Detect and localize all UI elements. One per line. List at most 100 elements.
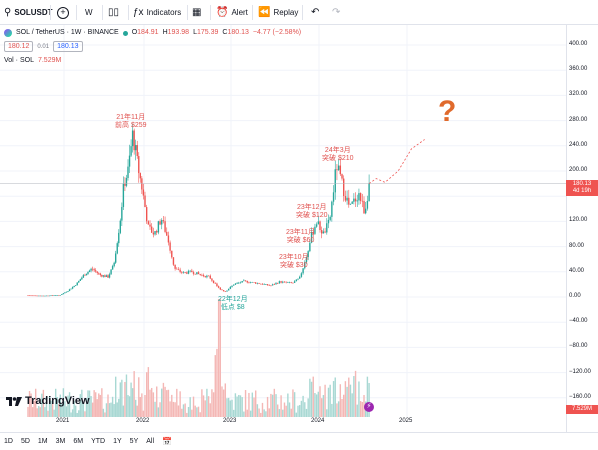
- price-chart[interactable]: [0, 25, 566, 432]
- candle-body: [59, 295, 62, 296]
- volume-bar: [74, 405, 77, 417]
- candle-body: [50, 295, 52, 296]
- candle-body: [172, 257, 175, 265]
- volume-bar: [82, 404, 85, 417]
- candle-body: [53, 295, 55, 296]
- candle-body: [122, 183, 125, 207]
- symbol-search-button[interactable]: ⚲ SOLUSDT: [4, 0, 53, 25]
- volume-bar: [221, 386, 223, 417]
- candle-body: [359, 193, 362, 201]
- candle-body: [287, 282, 289, 283]
- range-button-5y[interactable]: 5Y: [129, 438, 139, 445]
- time-axis-label: 2025: [399, 418, 413, 424]
- range-button-1m[interactable]: 1M: [37, 438, 48, 445]
- volume-bar: [94, 392, 97, 417]
- volume-bar: [110, 402, 112, 417]
- volume-bar: [217, 299, 220, 417]
- volume-bar: [105, 403, 108, 417]
- volume-bar: [98, 393, 100, 417]
- replay-label: Replay: [273, 8, 299, 17]
- volume-bar: [194, 405, 196, 417]
- volume-bar: [292, 389, 294, 417]
- bid-price[interactable]: 180.12: [4, 41, 34, 52]
- grid-icon: ▦: [192, 6, 202, 18]
- candle-body: [39, 295, 42, 297]
- volume-bar: [179, 391, 181, 417]
- candle-body: [174, 264, 176, 269]
- range-button-1d[interactable]: 1D: [4, 438, 13, 445]
- replay-button[interactable]: ⏪ Replay: [258, 0, 298, 25]
- chart-type-button[interactable]: ▯▯: [108, 0, 119, 25]
- volume-bar: [48, 396, 51, 417]
- range-button-1y[interactable]: 1Y: [113, 438, 122, 445]
- candle-body: [329, 216, 331, 220]
- candle-body: [270, 285, 272, 287]
- volume-bar: [297, 405, 299, 417]
- volume-bar: [171, 394, 173, 417]
- candle-body: [58, 295, 60, 296]
- interval-button[interactable]: W: [85, 0, 93, 25]
- redo-button[interactable]: ↷: [332, 0, 340, 25]
- volume-bar: [336, 403, 338, 417]
- volume-bar: [90, 396, 92, 417]
- volume-bar: [121, 379, 123, 417]
- range-button-3m[interactable]: 3M: [55, 438, 66, 445]
- candle-body: [116, 243, 118, 254]
- volume-bar: [206, 388, 208, 417]
- volume-bar: [182, 404, 185, 417]
- undo-icon: ↶: [311, 6, 320, 18]
- lightning-icon[interactable]: ⚡: [364, 402, 374, 412]
- indicators-icon: ƒx: [133, 6, 144, 18]
- calendar-icon[interactable]: 📅: [162, 437, 172, 446]
- volume-bar: [324, 384, 326, 417]
- volume-bar: [150, 387, 153, 417]
- volume-legend-label: Vol · SOL: [4, 57, 34, 64]
- volume-bar: [359, 401, 362, 417]
- candle-body: [93, 269, 95, 271]
- volume-bar: [139, 397, 142, 417]
- alert-button[interactable]: ⏰ Alert: [216, 0, 248, 25]
- volume-bar: [47, 410, 49, 417]
- volume-bar: [196, 407, 198, 417]
- range-button-ytd[interactable]: YTD: [91, 438, 106, 445]
- ask-price[interactable]: 180.13: [53, 41, 83, 52]
- volume-bar: [275, 394, 277, 417]
- undo-button[interactable]: ↶: [311, 0, 319, 25]
- candle-body: [339, 165, 342, 175]
- change-value: −4.77 (−2.58%): [252, 29, 302, 36]
- candle-body: [88, 270, 91, 272]
- range-button-all[interactable]: All: [146, 438, 155, 445]
- candle-body: [341, 174, 343, 179]
- candle-body: [219, 287, 221, 290]
- candle-body: [91, 268, 94, 270]
- volume-bar: [152, 392, 155, 417]
- volume-bar: [270, 393, 272, 417]
- compare-symbol-button[interactable]: +: [57, 0, 69, 25]
- candle-body: [214, 283, 216, 284]
- volume-bar: [65, 406, 68, 417]
- layouts-button[interactable]: ▦: [192, 0, 201, 25]
- candle-body: [51, 295, 54, 296]
- candle-body: [34, 295, 37, 297]
- candle-body: [265, 284, 267, 285]
- candle-body: [147, 221, 150, 225]
- tradingview-logo[interactable]: TradingView: [6, 395, 90, 407]
- price-axis[interactable]: [566, 25, 598, 432]
- candle-body: [312, 232, 314, 234]
- range-button-5d[interactable]: 5D: [20, 438, 30, 445]
- volume-bar: [162, 382, 165, 417]
- volume-bar: [255, 390, 257, 417]
- volume-bar: [339, 384, 342, 417]
- volume-bar: [145, 372, 148, 417]
- volume-bar: [249, 410, 252, 417]
- candle-body: [256, 283, 259, 284]
- volume-bar: [343, 394, 345, 417]
- range-button-6m[interactable]: 6M: [73, 438, 84, 445]
- indicators-button[interactable]: ƒx Indicators: [133, 0, 181, 25]
- candle-body: [33, 295, 35, 297]
- candle-body: [149, 224, 151, 227]
- volume-bar: [309, 378, 311, 417]
- candle-body: [277, 283, 279, 284]
- candle-body: [326, 223, 328, 233]
- volume-bar: [341, 398, 343, 417]
